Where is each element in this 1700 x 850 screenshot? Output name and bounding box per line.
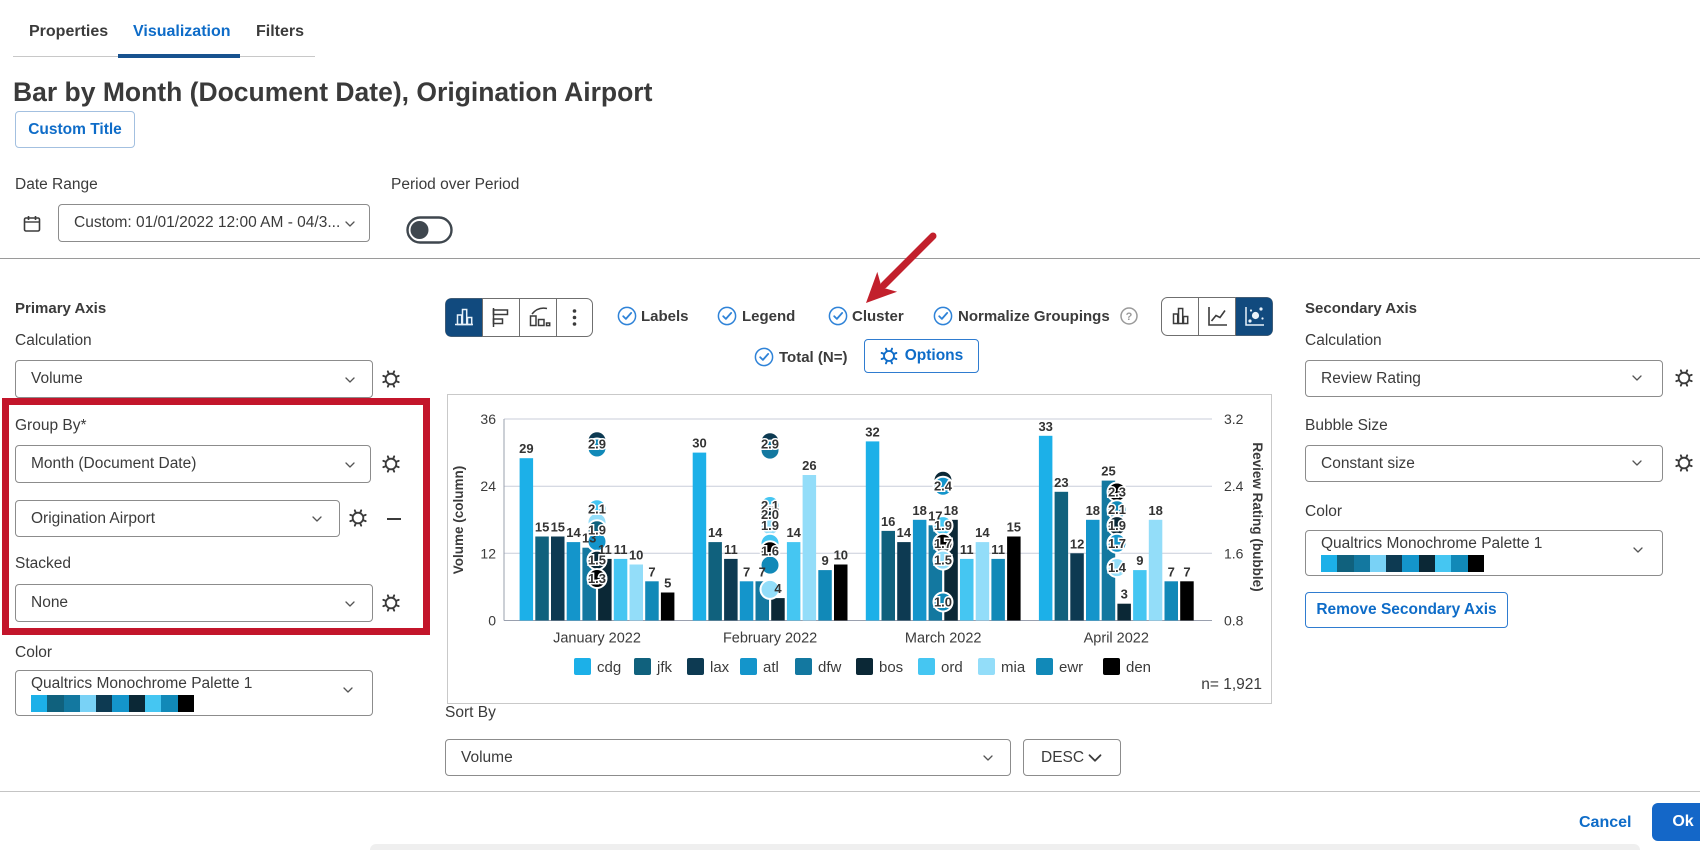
svg-text:7: 7 [759,564,766,579]
svg-text:25: 25 [1101,464,1115,479]
svg-text:2.3: 2.3 [1108,485,1126,500]
svg-text:17: 17 [928,508,942,523]
svg-text:2.9: 2.9 [761,437,779,452]
svg-text:n= 1,921: n= 1,921 [1201,676,1262,693]
svg-text:3: 3 [1121,587,1128,602]
svg-text:3.2: 3.2 [1224,411,1244,427]
svg-text:lax: lax [710,659,730,676]
svg-text:cdg: cdg [597,659,621,676]
svg-text:1.6: 1.6 [761,543,779,558]
svg-text:12: 12 [480,545,496,561]
svg-text:11: 11 [991,542,1005,557]
svg-text:March 2022: March 2022 [905,631,982,647]
svg-text:36: 36 [480,411,496,427]
svg-text:11: 11 [614,542,628,557]
svg-text:13: 13 [582,531,596,546]
svg-text:14: 14 [566,525,581,540]
svg-text:5: 5 [664,576,671,591]
svg-text:?: ? [1126,311,1133,323]
svg-text:15: 15 [551,520,565,535]
svg-text:15: 15 [1007,520,1021,535]
svg-text:24: 24 [480,478,496,494]
svg-text:2.1: 2.1 [1108,502,1126,517]
svg-text:14: 14 [708,525,723,540]
svg-text:0: 0 [488,613,496,629]
svg-text:Review Rating (bubble): Review Rating (bubble) [1250,442,1265,591]
svg-text:11: 11 [598,542,612,557]
svg-text:den: den [1126,659,1151,676]
svg-text:14: 14 [786,525,801,540]
svg-text:32: 32 [865,424,879,439]
svg-text:2.1: 2.1 [588,501,606,516]
svg-text:1.9: 1.9 [761,518,779,533]
svg-text:1.0: 1.0 [934,595,952,610]
svg-text:1.5: 1.5 [934,553,952,568]
svg-text:atl: atl [763,659,779,676]
svg-text:18: 18 [1148,503,1162,518]
svg-text:1.7: 1.7 [934,536,952,551]
svg-text:16: 16 [881,514,895,529]
svg-text:26: 26 [802,458,816,473]
svg-text:1.4: 1.4 [1108,560,1127,575]
svg-text:1.7: 1.7 [1108,536,1126,551]
svg-text:1.6: 1.6 [1224,545,1244,561]
svg-text:9: 9 [1136,553,1143,568]
svg-text:7: 7 [1168,564,1175,579]
svg-text:4: 4 [774,581,782,596]
svg-text:jfk: jfk [656,659,673,676]
svg-text:11: 11 [724,542,738,557]
svg-text:1.9: 1.9 [1108,518,1126,533]
svg-text:14: 14 [975,525,990,540]
svg-text:Volume (column): Volume (column) [451,466,466,575]
svg-text:18: 18 [1086,503,1100,518]
svg-text:10: 10 [629,548,643,563]
svg-text:bos: bos [879,659,903,676]
svg-text:2.9: 2.9 [588,437,606,452]
svg-text:February 2022: February 2022 [723,631,817,647]
svg-text:1.9: 1.9 [934,518,952,533]
svg-text:1.5: 1.5 [588,553,606,568]
svg-text:7: 7 [1183,564,1190,579]
svg-text:2.4: 2.4 [934,479,953,494]
svg-text:7: 7 [743,564,750,579]
svg-text:2.0: 2.0 [761,507,779,522]
svg-text:18: 18 [944,503,958,518]
svg-text:10: 10 [834,548,848,563]
svg-text:ord: ord [941,659,963,676]
svg-text:1.9: 1.9 [588,522,606,537]
svg-text:mia: mia [1001,659,1026,676]
svg-text:2.1: 2.1 [761,498,779,513]
svg-text:23: 23 [1054,475,1068,490]
svg-text:7: 7 [648,564,655,579]
svg-text:14: 14 [897,525,912,540]
svg-text:ewr: ewr [1059,659,1083,676]
svg-text:29: 29 [519,441,533,456]
svg-text:1.3: 1.3 [588,571,606,586]
svg-text:0.8: 0.8 [1224,613,1244,629]
svg-text:9: 9 [821,553,828,568]
svg-text:33: 33 [1038,419,1052,434]
svg-text:January 2022: January 2022 [553,631,641,647]
svg-text:30: 30 [692,436,706,451]
svg-text:dfw: dfw [818,659,842,676]
svg-text:2.4: 2.4 [1224,478,1244,494]
svg-text:April 2022: April 2022 [1084,631,1149,647]
svg-text:15: 15 [535,520,549,535]
svg-text:11: 11 [960,542,974,557]
svg-text:18: 18 [912,503,926,518]
svg-text:12: 12 [1070,536,1084,551]
